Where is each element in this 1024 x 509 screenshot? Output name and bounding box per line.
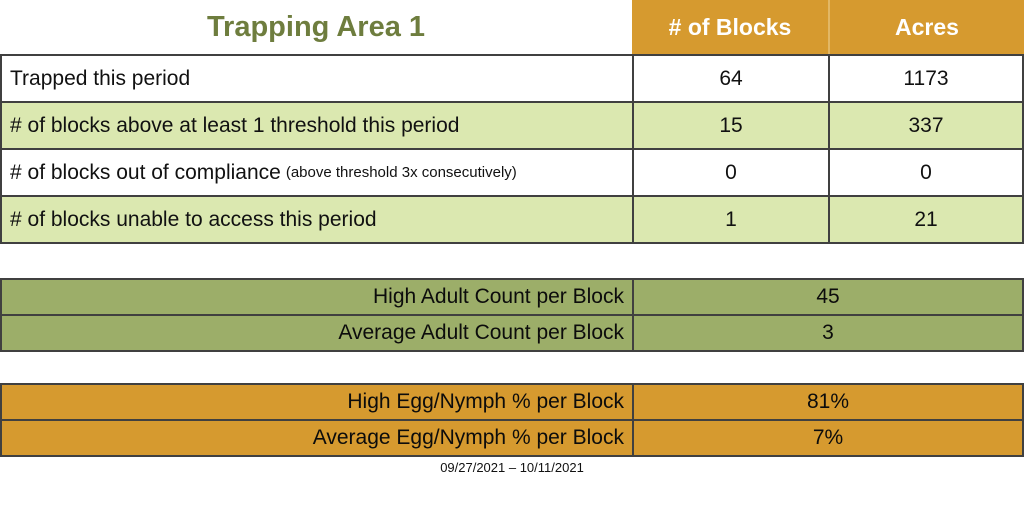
table-row-label: Trapped this period (2, 56, 632, 101)
main-table-header: Trapping Area 1 # of Blocks Acres (0, 0, 1024, 54)
egg-high-value: 81% (632, 385, 1022, 419)
adult-average-value: 3 (632, 314, 1022, 350)
adult-average-label: Average Adult Count per Block (2, 314, 632, 350)
row-label-text: # of blocks above at least 1 threshold t… (10, 113, 460, 137)
blocks-value: 0 (632, 148, 828, 195)
column-header-blocks: # of Blocks (632, 0, 828, 54)
table-row-label: # of blocks above at least 1 threshold t… (2, 101, 632, 148)
egg-average-value: 7% (632, 419, 1022, 455)
acres-value: 1173 (828, 56, 1022, 101)
blocks-value: 64 (632, 56, 828, 101)
acres-value: 21 (828, 195, 1022, 242)
adult-high-label: High Adult Count per Block (373, 285, 624, 308)
table-row-label: # of blocks out of compliance (above thr… (2, 148, 632, 195)
row-label-note: (above threshold 3x consecutively) (285, 164, 517, 181)
page-title: Trapping Area 1 (0, 0, 632, 54)
row-label-text: # of blocks unable to access this period (10, 207, 377, 231)
row-label-text: # of blocks out of compliance (10, 160, 281, 184)
spacer (0, 244, 1024, 278)
egg-average-label: Average Egg/Nymph % per Block (2, 419, 632, 455)
date-range: 09/27/2021 – 10/11/2021 (440, 460, 584, 475)
acres-value: 0 (828, 148, 1022, 195)
main-table: Trapped this period 64 1173 # of blocks … (0, 54, 1024, 244)
table-row-label: # of blocks unable to access this period (2, 195, 632, 242)
column-header-acres: Acres (828, 0, 1024, 54)
row-label-text: Trapped this period (10, 66, 191, 90)
blocks-value: 15 (632, 101, 828, 148)
spacer (0, 352, 1024, 383)
egg-high-label: High Egg/Nymph % per Block (347, 390, 624, 413)
report-page: Trapping Area 1 # of Blocks Acres Trappe… (0, 0, 1024, 475)
adult-count-table: High Adult Count per Block 45 Average Ad… (0, 278, 1024, 352)
egg-nymph-table: High Egg/Nymph % per Block 81% Average E… (0, 383, 1024, 457)
blocks-value: 1 (632, 195, 828, 242)
adult-high-value: 45 (632, 280, 1022, 314)
acres-value: 337 (828, 101, 1022, 148)
